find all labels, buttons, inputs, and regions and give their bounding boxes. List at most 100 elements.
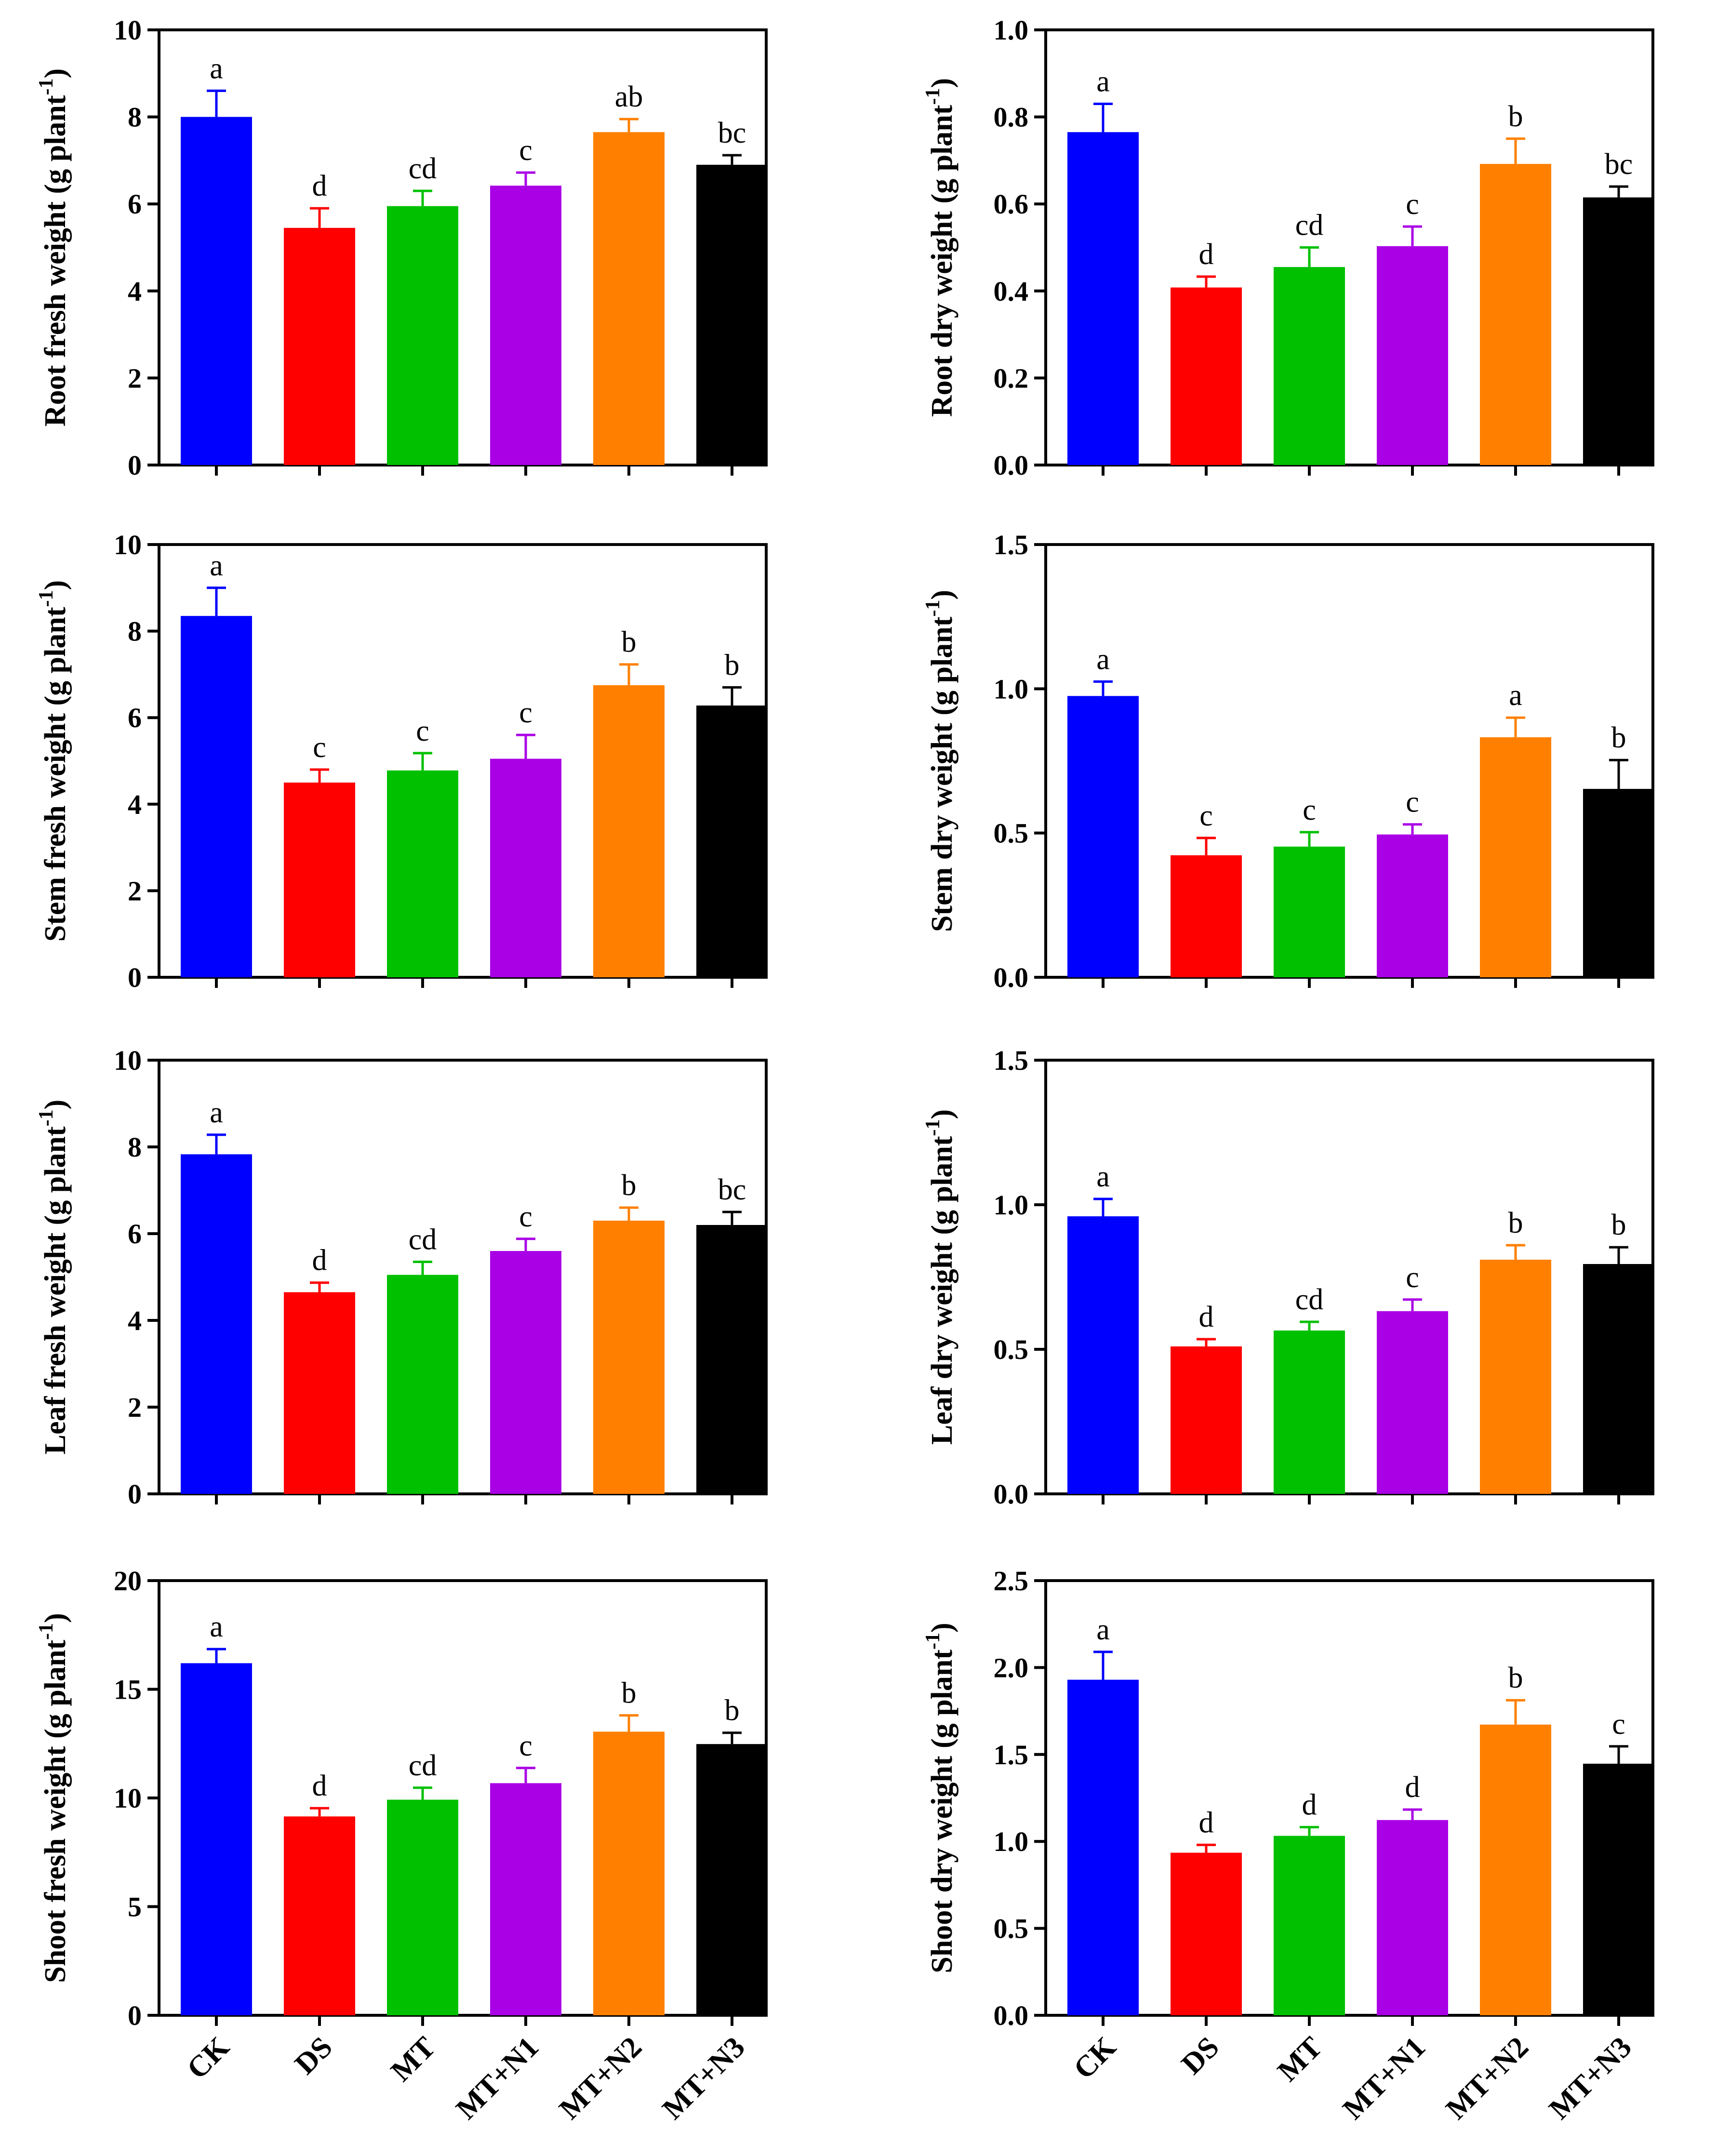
y-tick-label: 2 [128, 362, 142, 394]
bar-mt [1274, 267, 1345, 465]
y-axis-title: Shoot dry weight (g plant-1) [922, 1623, 958, 1973]
y-axis-title: Stem dry weight (g plant-1) [922, 590, 958, 932]
significance-letter: b [1611, 1209, 1626, 1241]
panel-stem-fresh-weight: 0 2 4 6 8 10 a c c c b b Stem fresh weight (g plant-… [35, 529, 768, 993]
bar-mt-n1 [1377, 246, 1448, 465]
significance-letter: a [1096, 66, 1110, 98]
bar-ck [181, 1154, 252, 1494]
y-axis-title-text: Stem fresh weight (g plant [39, 607, 72, 942]
bar-mt-n2 [1480, 1724, 1551, 2015]
y-tick-label: 0.0 [994, 1478, 1029, 1510]
significance-letter: a [1096, 643, 1110, 676]
y-tick-label: 8 [128, 1131, 142, 1163]
significance-letter: d [312, 1244, 327, 1277]
y-tick-label: 2 [128, 875, 142, 906]
bar-mt-n1 [490, 1783, 561, 2015]
significance-letter: c [1406, 188, 1419, 221]
significance-letter: bc [718, 1173, 746, 1206]
y-tick-label: 4 [128, 1305, 142, 1336]
x-tick-label: DS [1175, 2031, 1225, 2081]
significance-letter: b [1508, 1207, 1523, 1239]
bar-ck [181, 616, 252, 977]
significance-letter: b [1508, 1662, 1523, 1694]
x-tick-label: MT+N1 [1337, 2031, 1432, 2126]
bar-mt [1274, 846, 1345, 977]
bar-ck [181, 1663, 252, 2015]
y-tick-label: 0.6 [994, 188, 1029, 220]
significance-letter: cd [409, 152, 437, 185]
bar-ds [1171, 855, 1242, 977]
y-tick-label: 0.0 [994, 962, 1029, 993]
y-tick-label: 0.5 [994, 1913, 1029, 1944]
bar-mt-n2 [593, 132, 665, 466]
y-tick-label: 15 [114, 1674, 142, 1705]
y-tick-label: 10 [114, 14, 142, 46]
y-axis-title-superscript: -1 [922, 600, 944, 617]
y-tick-label: 6 [128, 188, 142, 220]
significance-letter: b [622, 1677, 637, 1710]
panel-leaf-fresh-weight: 0 2 4 6 8 10 a d cd c b bc Leaf fresh weight (g plan… [35, 1045, 768, 1510]
significance-letter: b [1611, 721, 1626, 754]
bar-mt [1274, 1331, 1345, 1494]
significance-letter: b [725, 1694, 740, 1727]
x-tick-label: MT+N3 [656, 2031, 751, 2126]
significance-letter: a [210, 1096, 223, 1129]
significance-letter: d [312, 1770, 327, 1802]
y-axis-title-close: ) [39, 68, 72, 79]
y-axis-title-superscript: -1 [35, 1109, 57, 1126]
x-tick-label: MT+N2 [553, 2031, 648, 2126]
y-tick-label: 0.2 [994, 362, 1029, 394]
bar-mt [1274, 1836, 1345, 2015]
significance-letter: a [210, 1610, 223, 1643]
x-tick-label: MT [385, 2031, 442, 2088]
y-tick-label: 6 [128, 1218, 142, 1250]
bar-mt-n2 [1480, 1260, 1551, 1494]
significance-letter: c [519, 134, 532, 167]
significance-letter: b [1508, 100, 1523, 133]
bar-mt-n1 [490, 186, 561, 465]
significance-letter: d [1302, 1789, 1317, 1822]
y-tick-label: 1.0 [994, 673, 1029, 705]
significance-letter: b [725, 649, 740, 681]
y-axis-title-close: ) [926, 590, 958, 600]
bar-ds [1171, 1346, 1242, 1494]
significance-letter: d [1199, 1301, 1214, 1333]
y-axis-title-close: ) [39, 580, 72, 590]
y-axis-title-close: ) [926, 1109, 958, 1119]
y-tick-label: 1.5 [994, 1045, 1029, 1076]
y-axis-title-text: Shoot dry weight (g plant [926, 1650, 958, 1973]
y-axis-title-text: Leaf dry weight (g plant [926, 1136, 958, 1445]
bar-mt-n1 [1377, 834, 1448, 977]
significance-letter: b [622, 1169, 637, 1202]
y-axis-title-superscript: -1 [35, 78, 57, 95]
y-tick-label: 1.0 [994, 14, 1029, 46]
y-tick-label: 2.0 [994, 1652, 1029, 1683]
significance-letter: a [1096, 1613, 1110, 1646]
significance-letter: a [1509, 679, 1522, 712]
bar-ck [1067, 1679, 1139, 2015]
y-axis-title-close: ) [39, 1613, 72, 1623]
bar-mt [387, 770, 458, 977]
y-axis-title-superscript: -1 [35, 1623, 57, 1640]
panel-shoot-fresh-weight: 0 5 10 15 20 a CK d DS cd MT c MT+N1 b MT+N2 b MT+N3 Shoo… [35, 1565, 768, 2126]
y-tick-label: 0.8 [994, 102, 1029, 133]
y-tick-label: 4 [128, 276, 142, 307]
significance-letter: d [1199, 238, 1214, 271]
y-tick-label: 0.5 [994, 1334, 1029, 1365]
x-tick-label: MT+N3 [1543, 2031, 1638, 2126]
bar-mt-n1 [1377, 1820, 1448, 2015]
bar-mt-n2 [593, 685, 665, 977]
significance-letter: c [519, 1730, 532, 1762]
bar-ds [284, 1292, 355, 1494]
y-tick-label: 10 [114, 1045, 142, 1076]
y-tick-label: 10 [114, 529, 142, 560]
y-axis-title-text: Root fresh weight (g plant [39, 95, 72, 426]
plot-frame [1044, 543, 1654, 979]
bar-mt-n3 [696, 705, 768, 977]
y-tick-label: 5 [128, 1891, 142, 1923]
significance-letter: cd [1295, 209, 1324, 242]
significance-letter: c [519, 696, 532, 729]
y-axis-title-text: Root dry weight (g plant [926, 105, 958, 417]
bar-mt-n3 [1583, 1264, 1654, 1494]
y-tick-label: 8 [128, 616, 142, 647]
